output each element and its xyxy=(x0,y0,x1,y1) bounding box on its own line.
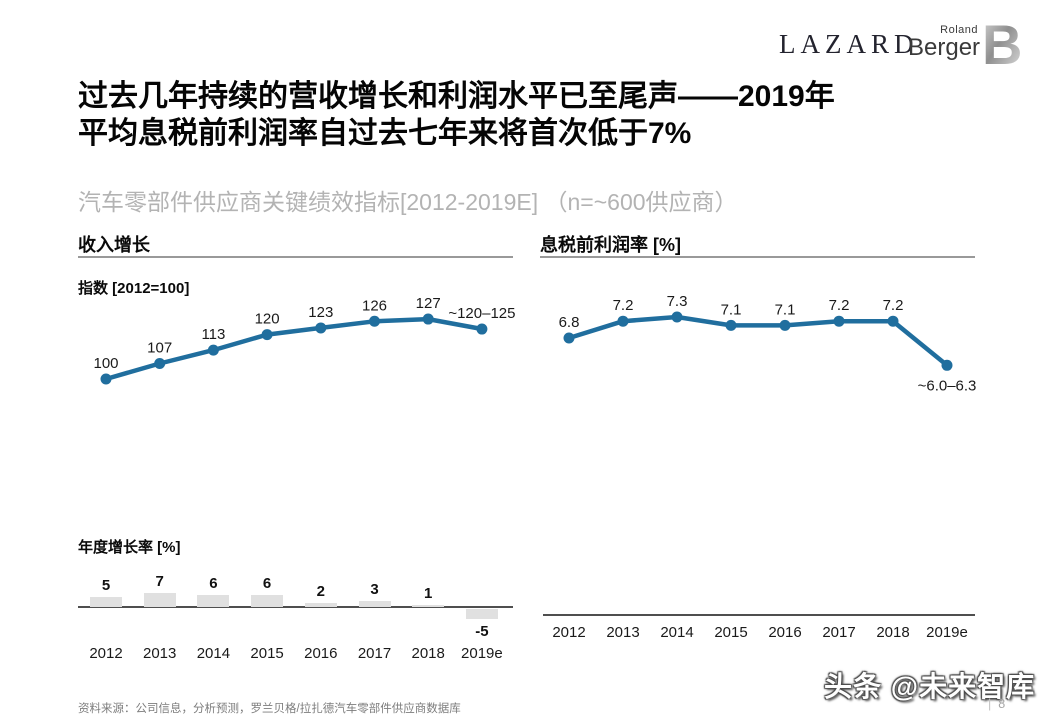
ebit-margin-point-2018 xyxy=(887,315,899,327)
growth-year-2016: 2016 xyxy=(304,645,338,662)
ebit-margin-line-chart: 6.8 7.2 7.3 7.1 7.1 7.2 7.2 ~6.0–6.3 xyxy=(559,293,977,394)
roland-berger-wordmark: Roland Berger xyxy=(908,24,981,61)
index-axis-label: 指数 [2012=100] xyxy=(78,280,190,297)
annual-growth-bar-2015 xyxy=(251,595,284,607)
growth-year-2019e: 2019e xyxy=(461,645,503,662)
ebit-year-2012: 2012 xyxy=(552,624,586,641)
ebit-margin-value-label: ~6.0–6.3 xyxy=(918,377,977,394)
revenue-index-line xyxy=(105,316,483,382)
revenue-index-value-label: 107 xyxy=(147,339,172,356)
source-note: 资料来源：公司信息，分析预测，罗兰贝格/拉扎德汽车零部件供应商数据库 xyxy=(78,703,461,715)
ebit-year-2017: 2017 xyxy=(822,624,856,641)
revenue-index-value-label: 126 xyxy=(362,297,387,314)
growth-year-2013: 2013 xyxy=(143,645,177,662)
svg-text:B: B xyxy=(982,16,1022,72)
annual-growth-bar-2019e xyxy=(465,609,498,619)
watermark: 头条 @未来智库 xyxy=(824,671,1036,702)
ebit-year-2014: 2014 xyxy=(660,624,694,641)
lazard-logo: LAZARD xyxy=(779,29,919,59)
ebit-year-2015: 2015 xyxy=(714,624,748,641)
revenue-index-value-label: 100 xyxy=(93,355,118,372)
revenue-index-point-2012 xyxy=(100,373,112,385)
revenue-index-line-chart: 100 107 113 120 123 126 127 ~120–125 xyxy=(93,295,515,385)
ebit-margin-value-label: 7.1 xyxy=(721,301,742,318)
page-number-separator: | xyxy=(988,697,992,711)
annual-growth-bar-chart: 5 2012 7 2013 6 2014 6 2015 2 2016 3 2017 1 2018 -5 201… xyxy=(78,570,513,670)
berger-text: Berger xyxy=(908,34,981,61)
ebit-margin-value-label: 7.2 xyxy=(829,297,850,314)
annual-growth-bar-2014 xyxy=(197,595,230,607)
ebit-margin-point-2013 xyxy=(617,315,629,327)
ebit-margin-point-2012 xyxy=(563,332,575,344)
annual-growth-value-label: -5 xyxy=(475,623,489,640)
ebit-margin-value-label: 6.8 xyxy=(559,314,580,331)
revenue-index-point-2015 xyxy=(261,329,273,341)
revenue-index-point-2013 xyxy=(154,357,166,369)
ebit-margin-value-label: 7.2 xyxy=(613,297,634,314)
annual-growth-bar-2013 xyxy=(143,593,176,607)
ebit-margin-point-2019e xyxy=(941,359,953,371)
right-section-rule xyxy=(540,256,975,258)
revenue-index-value-label: 113 xyxy=(201,326,225,343)
ebit-year-2016: 2016 xyxy=(768,624,802,641)
page-title-line1: 过去几年持续的营收增长和利润水平已至尾声——2019年 xyxy=(78,80,835,113)
annual-growth-value-label: 6 xyxy=(262,575,272,592)
page-title-line2: 平均息税前利润率自过去七年来将首次低于7% xyxy=(78,117,692,150)
left-section-title: 收入增长 xyxy=(78,235,150,255)
revenue-index-point-2014 xyxy=(207,344,219,356)
ebit-year-2019e: 2019e xyxy=(926,624,968,641)
growth-year-2012: 2012 xyxy=(89,645,123,662)
revenue-index-point-2018 xyxy=(422,313,434,325)
ebit-margin-point-2017 xyxy=(833,315,845,327)
ebit-margin-line xyxy=(568,314,949,368)
ebit-margin-point-2015 xyxy=(725,319,737,331)
annual-growth-value-label: 3 xyxy=(370,581,379,598)
ebit-margin-value-label: 7.2 xyxy=(883,297,904,314)
annual-growth-value-label: 5 xyxy=(101,577,111,594)
growth-year-2014: 2014 xyxy=(196,645,231,662)
roland-text: Roland xyxy=(940,24,978,36)
ebit-year-2018: 2018 xyxy=(876,624,910,641)
page-subtitle: 汽车零部件供应商关键绩效指标[2012-2019E] （n=~600供应商） xyxy=(78,189,738,215)
revenue-index-point-2017 xyxy=(369,315,380,327)
ebit-year-labels: 2012 2013 2014 2015 2016 2017 2018 2019e xyxy=(540,624,985,646)
annual-growth-bar-2016 xyxy=(304,603,337,607)
ebit-x-axis-line xyxy=(543,614,975,616)
annual-growth-value-label: 7 xyxy=(155,573,164,590)
annual-growth-bar-2012 xyxy=(90,597,122,607)
left-section-rule xyxy=(78,256,513,258)
growth-year-2017: 2017 xyxy=(357,645,392,662)
annual-growth-bar-2017 xyxy=(358,601,391,607)
revenue-index-value-label: ~120–125 xyxy=(448,305,515,322)
annual-growth-value-label: 1 xyxy=(424,585,433,602)
roland-berger-b-icon: B xyxy=(982,13,1026,77)
growth-year-2015: 2015 xyxy=(250,645,284,662)
bar-baseline xyxy=(78,606,513,608)
revenue-index-point-2019e xyxy=(476,323,488,335)
revenue-index-value-label: 120 xyxy=(255,311,280,328)
page-number: | 8 xyxy=(988,697,1005,711)
annual-growth-value-label: 2 xyxy=(316,583,325,600)
revenue-index-point-2016 xyxy=(315,322,327,334)
ebit-year-2013: 2013 xyxy=(606,624,640,641)
right-section-title: 息税前利润率 [%] xyxy=(540,235,681,255)
page-number-value: 8 xyxy=(998,697,1006,711)
revenue-index-value-label: 123 xyxy=(308,304,333,321)
ebit-margin-point-2014 xyxy=(671,311,683,323)
ebit-margin-point-2016 xyxy=(779,319,791,331)
ebit-margin-value-label: 7.1 xyxy=(775,301,796,318)
growth-year-2018: 2018 xyxy=(411,645,445,662)
annual-growth-bar-2018 xyxy=(412,605,445,607)
ebit-margin-value-label: 7.3 xyxy=(667,293,688,310)
revenue-index-value-label: 127 xyxy=(416,295,441,312)
growth-rate-title: 年度增长率 [%] xyxy=(78,539,181,556)
annual-growth-value-label: 6 xyxy=(209,575,218,592)
page-title: 过去几年持续的营收增长和利润水平已至尾声——2019年 平均息税前利润率自过去七… xyxy=(78,78,988,152)
